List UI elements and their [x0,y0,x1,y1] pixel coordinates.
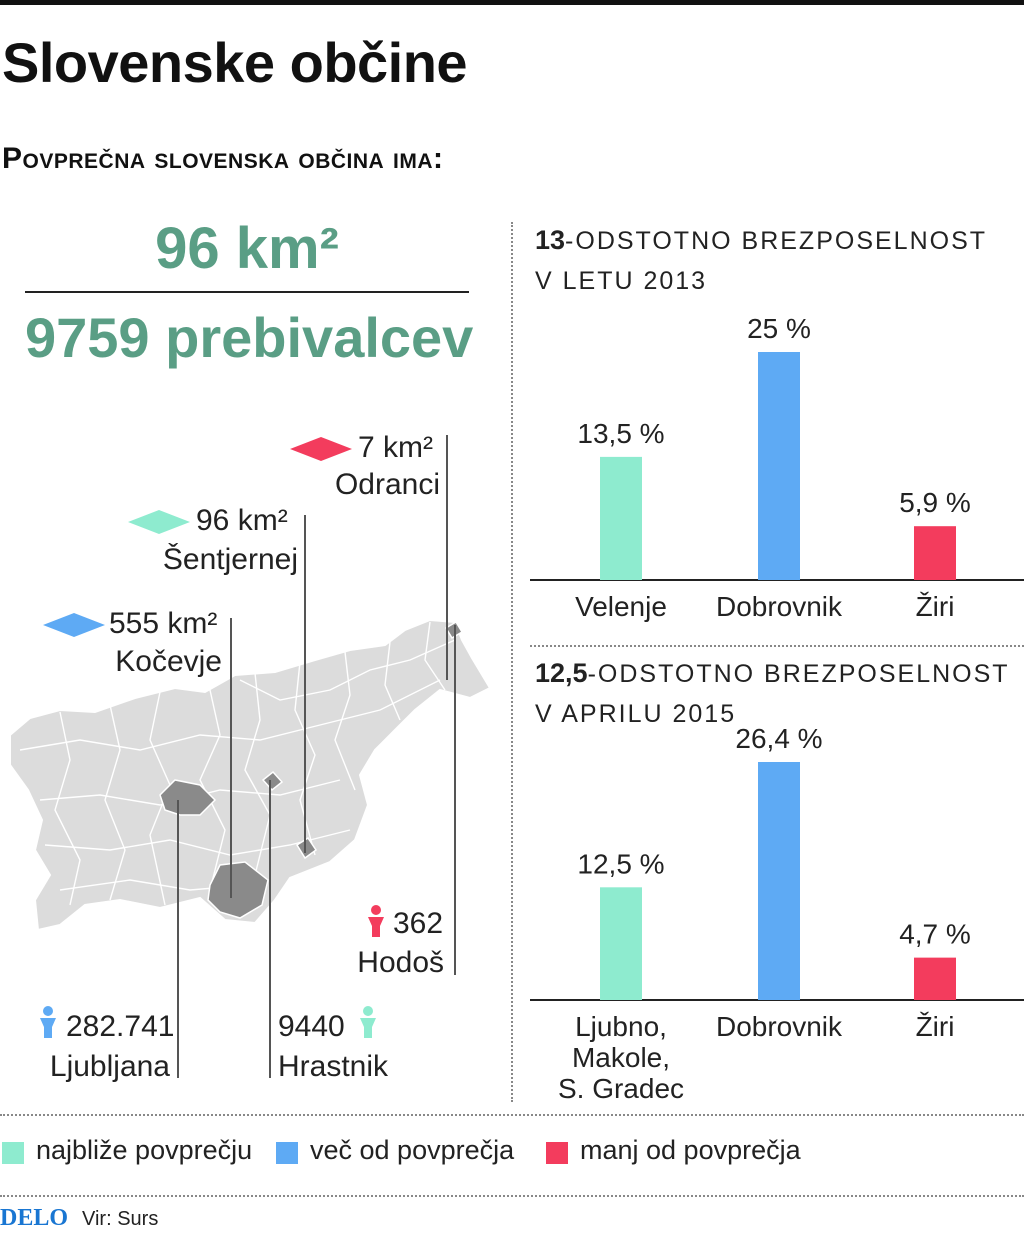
data-label: 25 % [747,313,811,344]
data-label: 4,7 % [899,919,971,950]
chart2-title: 12,5-odstotno brezposelnost v aprilu 201… [535,653,1010,734]
chart2-title-line1: -odstotno brezposelnost [587,660,1010,688]
category-label: Dobrovnik [716,591,843,622]
bar-1 [600,887,642,1000]
ljubljana-population: 282.741 [66,1010,175,1043]
slovenia-outline [9,618,492,932]
kocevje-area: 555 km² [109,607,218,640]
average-area: 96 km² [155,216,339,281]
data-label: 12,5 % [577,848,664,879]
bar-1 [600,456,642,580]
page-subtitle: Povprečna slovenska občina ima: [2,142,444,175]
category-label: Dobrovnik [716,1011,843,1042]
sentjernej-name: Šentjernej [162,543,298,576]
person-icon [360,1006,376,1038]
sentjernej-area: 96 km² [196,504,288,537]
diamond-icon [290,437,352,461]
leader-line-odranci [446,435,448,680]
legend-label-more: več od povprečja [310,1135,515,1165]
ljubljana-name: Ljubljana [49,1050,170,1083]
legend-swatch-more [276,1142,298,1164]
column-separator [511,222,513,1102]
page-title: Slovenske občine [2,31,468,94]
slovenia-map [9,618,492,932]
odranci-name: Odranci [334,468,440,501]
ljubljana-region [159,779,217,816]
hrastnik-population: 9440 [278,1010,345,1043]
source-note: Vir: Surs [82,1208,159,1230]
chart1-svg: 13,5 % Velenje 25 % Dobrovnik 5,9 % Žiri [530,313,1024,622]
bar-2 [758,762,800,1000]
chart2-title-line2: v aprilu 2015 [535,700,737,728]
leader-line-hodos [454,625,456,975]
bar-3 [914,957,956,1000]
chart2-svg: 12,5 % Ljubno, Makole, S. Gradec 26,4 % Dobro… [530,723,1024,1104]
hodos-name: Hodoš [357,946,444,979]
legend-label-less: manj od povprečja [580,1135,801,1165]
person-icon [40,1006,56,1038]
diamond-icon [43,613,105,637]
chart1-title-line2: v letu 2013 [535,267,708,295]
category-label: Velenje [575,591,667,622]
kocevje-name: Kočevje [115,645,222,678]
leader-line-ljubljana [177,800,179,1078]
data-label: 13,5 % [577,418,664,449]
data-label: 26,4 % [735,723,822,754]
chart1-title: 13-odstotno brezposelnost v letu 2013 [535,220,987,301]
chart-separator [530,645,1024,647]
brand-logo: DELO [0,1205,69,1231]
divider [25,291,469,293]
category-label: Žiri [916,591,955,622]
top-rule [0,0,1024,5]
legend-swatch-less [546,1142,568,1164]
leader-line-kocevje [230,618,232,898]
category-label: Ljubno, Makole, S. Gradec [558,1011,684,1104]
person-icon [368,905,384,937]
odranci-area: 7 km² [358,431,433,464]
hrastnik-name: Hrastnik [278,1050,389,1083]
leader-line-hrastnik [269,780,271,1078]
chart2-title-number: 12,5 [535,658,588,688]
category-label: Žiri [916,1011,955,1042]
data-label: 5,9 % [899,487,971,518]
legend-swatch-closest [2,1142,24,1164]
legend-separator [0,1114,1024,1116]
chart1-title-line1: -odstotno brezposelnost [565,227,988,255]
average-population: 9759 prebivalcev [25,306,474,369]
diamond-icon [128,510,190,534]
footer-separator [0,1195,1024,1197]
legend-label-closest: najbliže povprečju [36,1135,253,1165]
kocevje-region [207,861,269,919]
leader-line-sentjernej [304,515,306,853]
hodos-population: 362 [393,907,444,940]
bar-3 [914,526,956,580]
chart1-title-number: 13 [535,225,566,255]
bar-2 [758,352,800,580]
